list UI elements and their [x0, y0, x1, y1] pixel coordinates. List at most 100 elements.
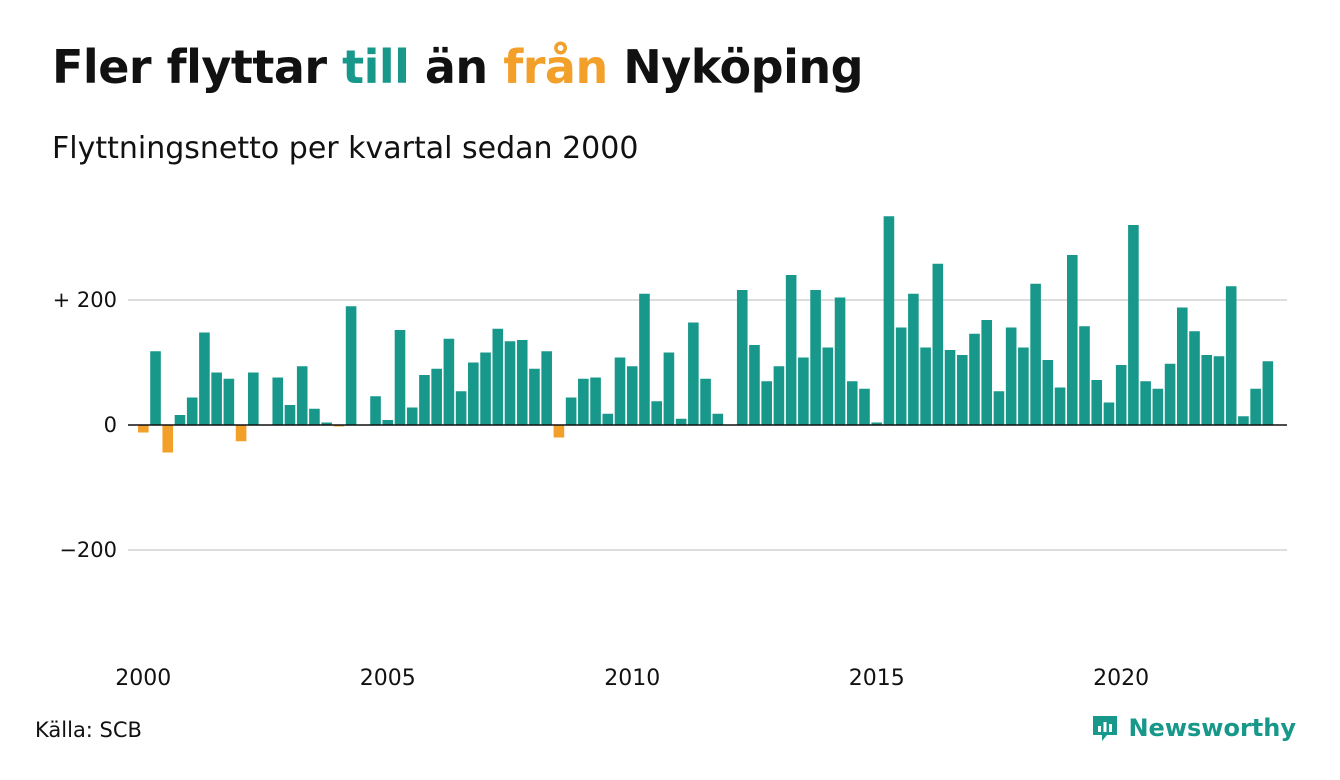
bar [993, 391, 1005, 425]
bar [920, 347, 931, 425]
bar [749, 345, 760, 425]
bar [272, 377, 284, 425]
bar [1042, 360, 1054, 425]
brand-name: Newsworthy [1128, 714, 1296, 742]
bar [932, 263, 944, 425]
bar [956, 355, 968, 425]
bar [602, 413, 614, 425]
bar [1005, 327, 1017, 425]
bar [614, 357, 626, 425]
x-tick-label: 2020 [1093, 666, 1149, 691]
bar [1030, 283, 1041, 425]
bar [798, 357, 809, 425]
y-tick-label: −200 [59, 538, 117, 562]
chart-subtitle: Flyttningsnetto per kvartal sedan 2000 [52, 131, 639, 166]
bar [590, 377, 601, 425]
bar [675, 418, 687, 425]
bar [370, 396, 381, 425]
bar [516, 340, 528, 425]
bar [1262, 361, 1274, 425]
bar [1238, 416, 1249, 425]
bar [565, 397, 577, 425]
bar [578, 378, 589, 425]
bar [150, 351, 161, 425]
title-highlight-till: till [342, 40, 410, 94]
title-part-3: Nyköping [607, 40, 864, 94]
bar [284, 405, 296, 425]
bar [296, 366, 308, 425]
bar [663, 352, 675, 425]
bar [406, 407, 418, 425]
brand-logo: Newsworthy [1090, 713, 1296, 743]
bar [1103, 402, 1115, 425]
bar [822, 347, 834, 425]
bar [1250, 388, 1261, 425]
bar [908, 293, 919, 425]
bar [1213, 356, 1225, 425]
bar [443, 338, 455, 425]
bar [1225, 286, 1237, 425]
axes: + 200 0 −200 2000 2005 2010 2015 2020 [53, 288, 1287, 691]
title-highlight-fran: från [503, 40, 608, 94]
x-tick-label: 2005 [360, 666, 416, 691]
bar [553, 425, 565, 438]
y-tick-label: + 200 [53, 288, 117, 312]
bar [309, 408, 320, 425]
bar [1066, 255, 1078, 425]
bar [419, 375, 430, 425]
bar [785, 275, 797, 425]
x-tick-label: 2000 [115, 666, 171, 691]
bar [138, 425, 149, 433]
bar [504, 341, 516, 425]
x-tick-label: 2015 [849, 666, 905, 691]
bar [199, 332, 210, 425]
chart-title: Fler flyttar till än från Nyköping [52, 40, 864, 94]
bar [688, 322, 699, 425]
bar [761, 381, 772, 425]
bar [651, 401, 662, 425]
bar [626, 366, 638, 425]
bar [455, 391, 467, 425]
bar [1018, 347, 1029, 425]
bar [859, 388, 870, 425]
bar [1176, 307, 1188, 425]
bar [1079, 326, 1090, 425]
bar [394, 330, 406, 425]
bar [1152, 388, 1164, 425]
bar [529, 368, 540, 425]
bar [321, 422, 332, 425]
bar [969, 333, 980, 425]
bar [162, 425, 174, 453]
title-part-2: än [409, 40, 504, 94]
bar [1128, 225, 1139, 425]
bar [883, 216, 895, 425]
bar [981, 320, 993, 425]
bar [834, 297, 846, 425]
y-tick-label: 0 [104, 413, 117, 437]
bar [810, 290, 821, 425]
bar [895, 327, 907, 425]
bar [492, 328, 504, 425]
bar [541, 351, 552, 425]
bar [345, 306, 357, 425]
bar [468, 362, 479, 425]
x-tick-label: 2010 [604, 666, 660, 691]
gridlines [128, 299, 1287, 551]
bar [944, 350, 956, 425]
bars [138, 216, 1274, 453]
bar [248, 372, 259, 425]
bar [1091, 380, 1103, 425]
bar [174, 415, 186, 425]
bar [480, 352, 491, 425]
bar [639, 293, 650, 425]
bar [736, 290, 748, 425]
bar [223, 378, 235, 425]
bar [1201, 355, 1213, 425]
bar [211, 372, 222, 425]
bar [1054, 387, 1066, 425]
title-part-1: Fler flyttar [52, 40, 343, 94]
bar [186, 397, 198, 425]
bar [431, 368, 442, 425]
bar [700, 378, 711, 425]
